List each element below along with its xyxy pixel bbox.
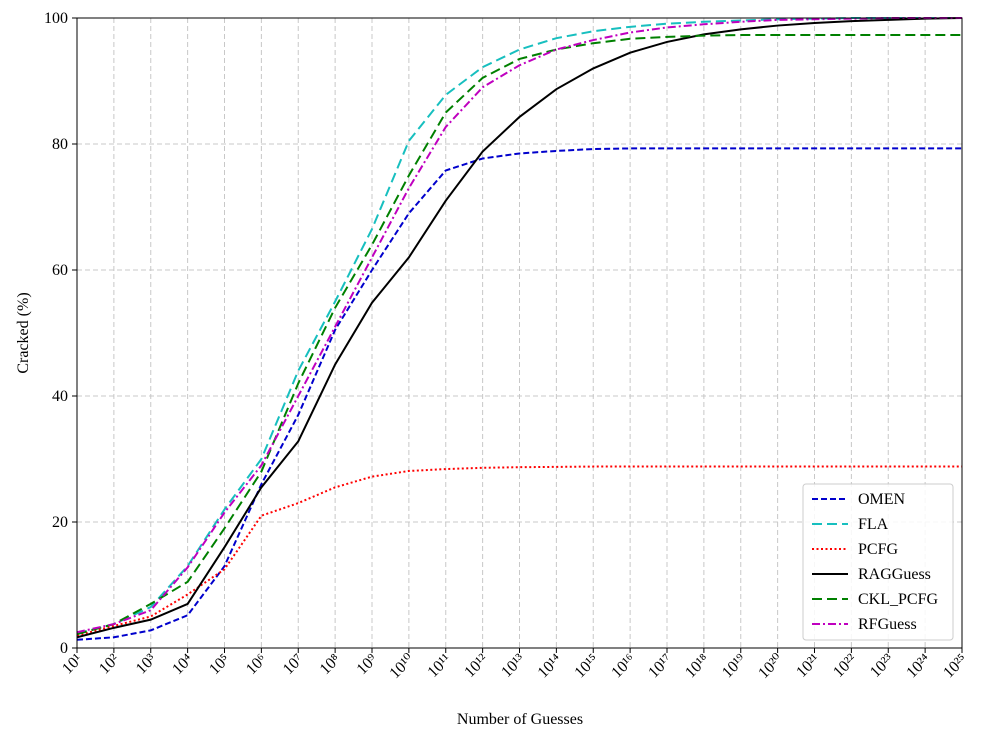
legend-label: PCFG	[858, 541, 898, 558]
x-tick-label: 10⁸	[317, 651, 344, 678]
y-axis-label: Cracked (%)	[15, 292, 32, 373]
x-tick-label: 10⁶	[243, 651, 270, 678]
legend-label: OMEN	[858, 491, 906, 508]
x-tick-label: 10¹⁰	[386, 651, 417, 682]
x-tick-label: 10¹²	[461, 651, 491, 681]
series-line	[76, 17, 962, 634]
legend-label: RAGGuess	[858, 566, 931, 583]
legend-label: CKL_PCFG	[858, 591, 938, 608]
y-tick-label: 20	[52, 514, 68, 531]
x-tick-label: 10¹⁵	[571, 651, 602, 682]
y-tick-label: 40	[52, 388, 68, 405]
x-tick-label: 10⁵	[206, 651, 233, 678]
x-tick-label: 10⁹	[354, 651, 382, 679]
x-tick-label: 10²³	[867, 651, 897, 681]
series-line	[76, 17, 963, 639]
x-tick-label: 10²	[96, 651, 123, 678]
plot-frame	[76, 17, 963, 649]
legend-box	[802, 483, 954, 641]
x-tick-label: 10¹¹	[424, 651, 454, 681]
legend-label: FLA	[858, 516, 889, 533]
x-tick-label: 10¹³	[498, 651, 528, 681]
y-tick-label: 60	[52, 262, 68, 279]
legend-label: RFGuess	[858, 616, 917, 633]
legend: OMEN FLA PCFG RAGGuess CKL_PCFG RFGuess	[802, 483, 954, 641]
y-tick-label: 100	[44, 10, 68, 27]
x-tick-label: 10¹⁶	[608, 651, 639, 682]
x-tick-label: 10²⁴	[903, 651, 934, 682]
x-tick-label: 10¹⁹	[719, 651, 750, 682]
x-axis-label: Number of Guesses	[457, 711, 583, 728]
x-tick-label: 10²⁰	[755, 651, 786, 682]
x-tick-label: 10¹⁴	[535, 651, 566, 682]
series-line	[76, 465, 962, 637]
x-tick-label: 10¹⁷	[645, 651, 676, 682]
series-line	[76, 147, 962, 641]
x-tick-label: 10²¹	[793, 651, 823, 681]
x-tick-label: 10¹⁸	[682, 651, 713, 682]
x-tick-label: 10⁴	[169, 651, 197, 679]
y-tick-label: 80	[52, 136, 68, 153]
x-tick-label: 10³	[133, 651, 160, 678]
series-line	[76, 34, 962, 636]
y-tick-label: 0	[60, 640, 68, 657]
x-tick-label: 10²⁵	[940, 651, 971, 682]
x-tick-label: 10⁷	[280, 651, 307, 678]
x-tick-label: 10²²	[830, 651, 860, 681]
